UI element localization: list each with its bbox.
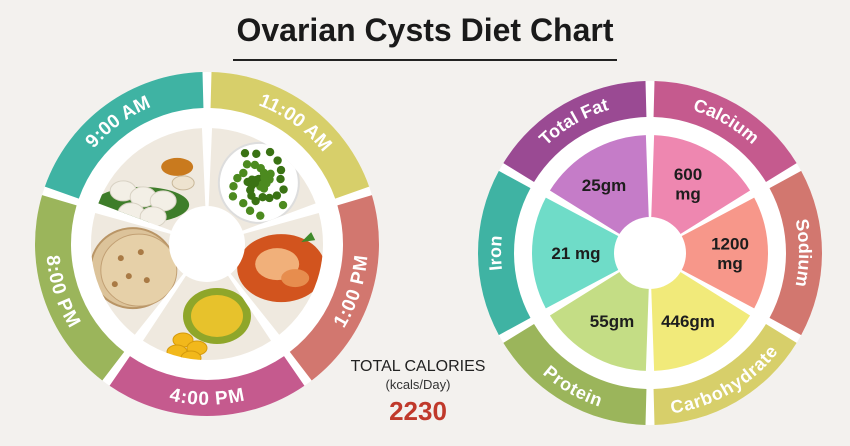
meal-time-band [289, 195, 379, 381]
nutrient-fill [549, 271, 649, 371]
nutrient-name-band [503, 81, 647, 182]
nutrient-value: 446gm [661, 312, 715, 331]
nutrient-fill [549, 135, 649, 235]
meal-time-band [34, 195, 125, 381]
nutrient-value: 25gm [582, 176, 626, 195]
nutrient-segment-6: Iron 21 mg [477, 170, 620, 336]
nutrient-name-band [653, 81, 797, 182]
meal-time-band [44, 72, 204, 199]
nutrient-fill [680, 197, 769, 309]
nutrient-name-label: Iron [485, 235, 506, 272]
total-calories-unit: (kcals/Day) [385, 377, 451, 392]
nutrient-segment-3: Sodium 1200 mg [680, 170, 822, 336]
nutrient-name-band [653, 324, 797, 425]
total-calories-box: TOTAL CALORIES (kcals/Day) 2230 [338, 358, 498, 427]
page-title: Ovarian Cysts Diet Chart [236, 12, 614, 48]
nutrient-name-band [503, 324, 647, 425]
meal-time-band [210, 72, 370, 199]
nutrient-name-band [477, 170, 531, 336]
meal-segment-5: 8:00 PM [34, 195, 189, 381]
nutrient-wheel-hub [614, 217, 686, 289]
meal-segment-2: 11:00 AM [208, 72, 370, 234]
nutrient-value: 600 mg [674, 165, 702, 204]
nutrient-fill [651, 271, 751, 371]
nutrient-name-label: Sodium [792, 217, 816, 288]
nutrient-value: 1200 mg [711, 235, 749, 274]
title-underline [233, 59, 617, 61]
meal-time-band [109, 356, 305, 416]
total-calories-value: 2230 [389, 396, 447, 426]
total-calories-label: TOTAL CALORIES [350, 358, 486, 375]
nutrient-fill [532, 197, 620, 309]
nutrient-name-band [769, 170, 822, 336]
meal-wheel: 9:00 AM 11:00 AM1:00 PM4:00 PM8:00 PM [34, 72, 379, 416]
meal-segment-4: 4:00 PM [109, 269, 305, 416]
nutrient-value: 55gm [590, 312, 634, 331]
nutrient-value: 21 mg [551, 244, 600, 263]
meal-wheel-hub [169, 206, 245, 282]
nutrient-fill [651, 135, 751, 235]
